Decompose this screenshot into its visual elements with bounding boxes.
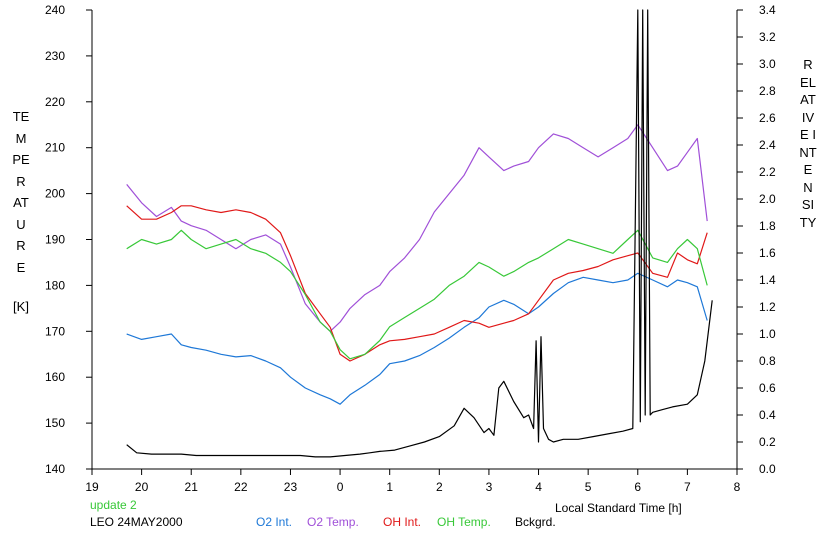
x-tick-label: 1 <box>386 480 393 494</box>
y-left-tick-label: 240 <box>45 3 65 17</box>
x-tick-label: 19 <box>85 480 99 494</box>
x-tick-label: 4 <box>535 480 542 494</box>
x-tick-label: 5 <box>585 480 592 494</box>
series-line-o2-int <box>126 272 708 405</box>
legend-o2-temp: O2 Temp. <box>307 515 359 529</box>
y-right-tick-label: 1.6 <box>759 246 776 260</box>
x-axis-label: Local Standard Time [h] <box>555 501 682 515</box>
y-left-tick-label: 150 <box>45 416 65 430</box>
y-left-tick-label: 160 <box>45 370 65 384</box>
x-tick-label: 8 <box>734 480 741 494</box>
axes-layer: 1401501601701801902002102202302400.00.20… <box>45 3 776 494</box>
y-right-tick-label: 3.2 <box>759 30 776 44</box>
x-tick-label: 7 <box>684 480 691 494</box>
y-left-tick-label: 180 <box>45 278 65 292</box>
y-right-tick-label: 1.8 <box>759 219 776 233</box>
y-right-tick-label: 0.8 <box>759 354 776 368</box>
y-right-tick-label: 0.6 <box>759 381 776 395</box>
legend-oh-temp: OH Temp. <box>437 515 491 529</box>
x-tick-label: 0 <box>337 480 344 494</box>
y-right-tick-label: 2.6 <box>759 111 776 125</box>
y-right-tick-label: 2.4 <box>759 138 776 152</box>
y-right-tick-label: 2.8 <box>759 84 776 98</box>
series-line-o2-temp <box>126 124 708 332</box>
y-right-tick-label: 1.4 <box>759 273 776 287</box>
legend-oh-int: OH Int. <box>383 515 422 529</box>
y-right-tick-label: 3.0 <box>759 57 776 71</box>
x-tick-label: 2 <box>436 480 443 494</box>
legend-o2-int: O2 Int. <box>256 515 293 529</box>
y-left-tick-label: 190 <box>45 233 65 247</box>
annotation-date: LEO 24MAY2000 <box>90 515 183 529</box>
x-tick-label: 3 <box>486 480 493 494</box>
y-right-tick-label: 3.4 <box>759 3 776 17</box>
series-line-oh-temp <box>126 229 708 360</box>
y-axis-left-label: TEMPERATURE <box>12 109 30 275</box>
y-right-tick-label: 2.0 <box>759 192 776 206</box>
y-right-tick-label: 2.2 <box>759 165 776 179</box>
legend-bckgrd: Bckgrd. <box>515 515 556 529</box>
x-tick-label: 23 <box>284 480 298 494</box>
series-line-oh-int <box>126 205 708 362</box>
annotation-update: update 2 <box>90 498 137 512</box>
y-right-tick-label: 1.0 <box>759 327 776 341</box>
series-layer <box>126 9 713 458</box>
x-tick-label: 21 <box>185 480 199 494</box>
y-left-tick-label: 170 <box>45 324 65 338</box>
y-right-tick-label: 1.2 <box>759 300 776 314</box>
y-axis-left-unit: [K] <box>13 299 29 314</box>
series-line-bckgrd <box>126 9 713 458</box>
x-tick-label: 22 <box>234 480 248 494</box>
y-right-tick-label: 0.4 <box>759 408 776 422</box>
y-left-tick-label: 230 <box>45 49 65 63</box>
y-left-tick-label: 210 <box>45 141 65 155</box>
y-right-tick-label: 0.2 <box>759 435 776 449</box>
y-left-tick-label: 140 <box>45 462 65 476</box>
y-left-tick-label: 220 <box>45 95 65 109</box>
x-tick-label: 6 <box>634 480 641 494</box>
y-axis-right-label: RELATIVE INTENSITY <box>799 57 817 230</box>
y-left-tick-label: 200 <box>45 187 65 201</box>
y-right-tick-label: 0.0 <box>759 462 776 476</box>
x-tick-label: 20 <box>135 480 149 494</box>
